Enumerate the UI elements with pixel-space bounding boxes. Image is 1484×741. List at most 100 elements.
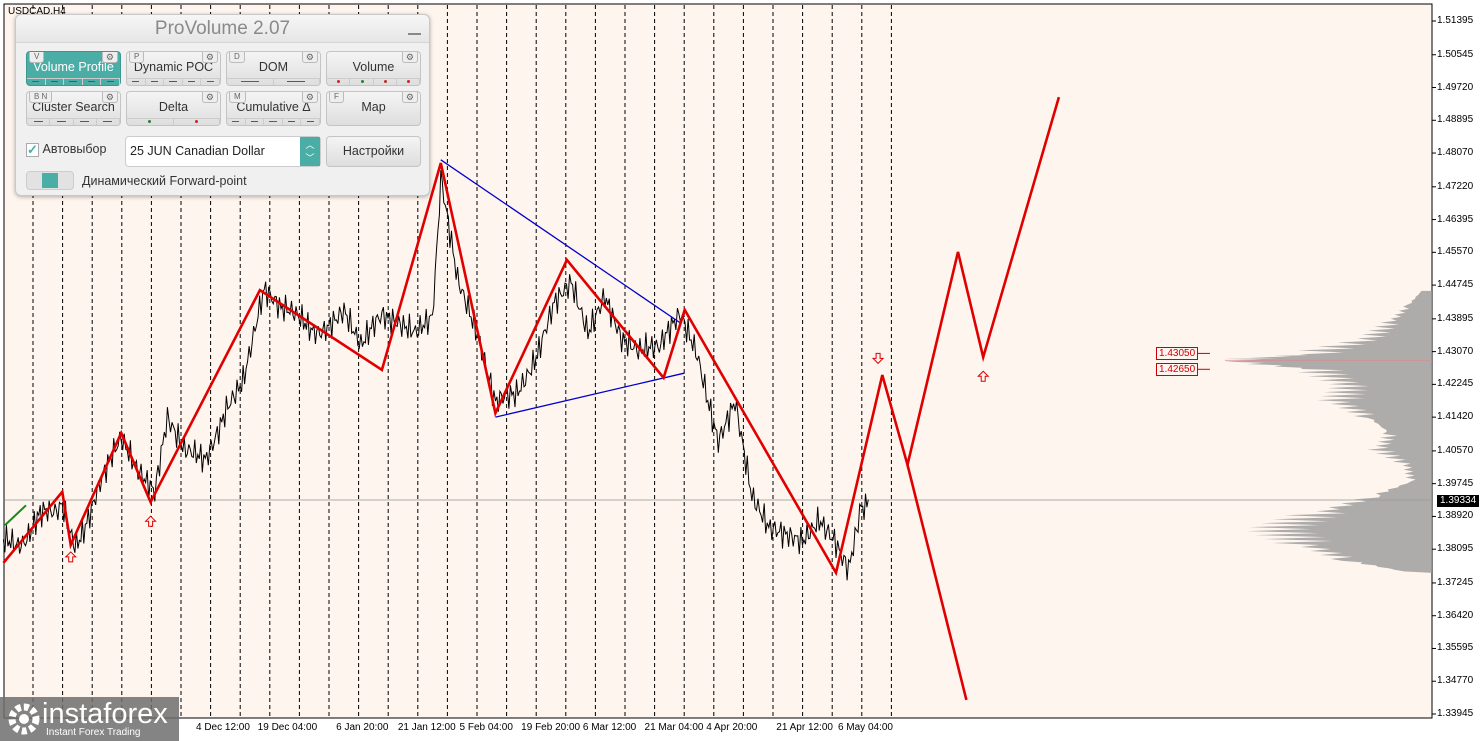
state-indicators bbox=[227, 118, 320, 125]
button-label: Cluster Search bbox=[32, 100, 115, 114]
volume-profile bbox=[1225, 290, 1432, 573]
mode-button-cluster-search[interactable]: B N ⚙ Cluster Search bbox=[26, 91, 121, 126]
button-label: Volume Profile bbox=[33, 60, 114, 74]
y-tick-label: 1.43070 bbox=[1437, 345, 1474, 357]
y-tick-label: 1.46395 bbox=[1437, 213, 1474, 225]
gear-icon[interactable]: ⚙ bbox=[301, 52, 318, 63]
gear-logo-icon bbox=[8, 703, 40, 735]
logo-tagline: Instant Forex Trading bbox=[46, 727, 141, 738]
arrow-up-icon bbox=[977, 370, 990, 382]
gear-icon[interactable]: ⚙ bbox=[101, 92, 118, 103]
state-indicators bbox=[27, 118, 120, 125]
y-tick-label: 1.38920 bbox=[1437, 510, 1474, 522]
x-tick-label: 21 Jan 12:00 bbox=[397, 722, 456, 733]
mode-button-map[interactable]: F ⚙ Map bbox=[326, 91, 421, 126]
provolume-panel: ProVolume 2.07 V ⚙ Volume Profile P ⚙ Dynamic… bbox=[15, 14, 430, 196]
button-label: Cumulative Δ bbox=[236, 100, 311, 114]
hotkey-badge: V bbox=[29, 52, 45, 63]
autoselect-checkbox[interactable]: ✓ Автовыбор bbox=[26, 142, 106, 157]
y-tick-label: 1.43895 bbox=[1437, 312, 1474, 324]
mode-button-volume-profile[interactable]: V ⚙ Volume Profile bbox=[26, 51, 121, 86]
y-tick-label: 1.36420 bbox=[1437, 609, 1474, 621]
zigzag-alt-branch bbox=[906, 464, 968, 701]
state-indicators bbox=[27, 78, 120, 85]
arrow-down-icon bbox=[871, 352, 885, 365]
y-tick-label: 1.33945 bbox=[1437, 708, 1474, 719]
x-tick-label: 6 Jan 20:00 bbox=[336, 722, 389, 733]
button-label: Volume bbox=[352, 60, 395, 74]
hotkey-badge: B N bbox=[29, 92, 53, 103]
y-tick-label: 1.49720 bbox=[1437, 81, 1474, 93]
instaforex-watermark: instaforex Instant Forex Trading bbox=[0, 697, 179, 741]
mode-button-volume[interactable]: ⚙ Volume bbox=[326, 51, 421, 86]
panel-title: ProVolume 2.07 bbox=[16, 15, 429, 43]
x-tick-label: 21 Mar 04:00 bbox=[644, 722, 704, 733]
state-indicators bbox=[127, 78, 220, 85]
x-tick-label: 5 Feb 04:00 bbox=[459, 722, 513, 733]
chart-symbol-title: USDCAD,H4 bbox=[8, 6, 66, 17]
gear-icon[interactable]: ⚙ bbox=[301, 92, 318, 103]
checkmark-icon: ✓ bbox=[26, 141, 39, 157]
y-tick-label: 1.38095 bbox=[1437, 543, 1474, 555]
logo-name: instaforex bbox=[42, 698, 168, 730]
mode-button-dom[interactable]: D ⚙ DOM bbox=[226, 51, 321, 86]
gear-icon[interactable]: ⚙ bbox=[401, 52, 418, 63]
button-label: DOM bbox=[258, 60, 289, 74]
y-tick-label: 1.42245 bbox=[1437, 378, 1474, 390]
y-tick-label: 1.37245 bbox=[1437, 576, 1474, 588]
instrument-select[interactable]: 25 JUN Canadian Dollar ︿ ﹀ bbox=[125, 136, 321, 167]
instrument-value: 25 JUN Canadian Dollar bbox=[130, 144, 265, 158]
y-tick-label: 1.40570 bbox=[1437, 444, 1474, 456]
x-tick-label: 6 May 04:00 bbox=[837, 722, 893, 733]
autoselect-label: Автовыбор bbox=[42, 142, 107, 156]
gear-icon[interactable]: ⚙ bbox=[201, 92, 218, 103]
price-series bbox=[2, 170, 869, 581]
x-tick-label: 21 Apr 12:00 bbox=[776, 722, 833, 733]
mode-button-dynamic-poc[interactable]: P ⚙ Dynamic POC bbox=[126, 51, 221, 86]
mode-button-delta[interactable]: ⚙ Delta bbox=[126, 91, 221, 126]
y-tick-label: 1.34770 bbox=[1437, 675, 1474, 687]
y-tick-label: 1.35595 bbox=[1437, 642, 1474, 654]
moving-average-segment bbox=[4, 504, 27, 526]
triangle-trendline bbox=[440, 159, 681, 324]
arrow-up-icon bbox=[144, 515, 157, 527]
minimize-icon[interactable] bbox=[408, 23, 421, 35]
y-tick-label: 1.45570 bbox=[1437, 246, 1474, 258]
level-label: 1.43050 bbox=[1156, 347, 1199, 360]
current-price-label: 1.39334 bbox=[1437, 495, 1480, 507]
zigzag-forecast bbox=[2, 96, 1061, 577]
button-label: Dynamic POC bbox=[133, 60, 214, 74]
button-label: Map bbox=[361, 100, 386, 114]
y-tick-label: 1.44745 bbox=[1437, 279, 1474, 291]
forward-point-label: Динамический Forward-point bbox=[82, 174, 247, 188]
button-label: Delta bbox=[158, 100, 189, 114]
y-tick-label: 1.51395 bbox=[1437, 15, 1474, 26]
forward-point-toggle[interactable] bbox=[26, 171, 74, 190]
y-tick-label: 1.39745 bbox=[1437, 477, 1474, 489]
gear-icon[interactable]: ⚙ bbox=[201, 52, 218, 63]
y-tick-label: 1.48895 bbox=[1437, 114, 1474, 126]
spinner-arrows-icon[interactable]: ︿ ﹀ bbox=[300, 137, 320, 166]
x-tick-label: 19 Feb 20:00 bbox=[521, 722, 581, 733]
state-indicators bbox=[127, 118, 220, 125]
y-tick-label: 1.50545 bbox=[1437, 48, 1474, 60]
x-tick-label: 19 Dec 04:00 bbox=[257, 722, 318, 733]
arrow-up-icon bbox=[64, 551, 77, 563]
y-tick-label: 1.48070 bbox=[1437, 147, 1474, 159]
hotkey-badge: P bbox=[129, 52, 145, 63]
x-tick-label: 6 Mar 12:00 bbox=[582, 722, 637, 733]
level-label: 1.42650 bbox=[1156, 363, 1199, 376]
x-tick-label: 4 Dec 12:00 bbox=[196, 722, 250, 733]
state-indicators bbox=[227, 78, 320, 85]
x-tick-label: 4 Apr 20:00 bbox=[706, 722, 758, 733]
mode-button-cumulative-[interactable]: M ⚙ Cumulative Δ bbox=[226, 91, 321, 126]
hotkey-badge: F bbox=[329, 92, 344, 103]
gear-icon[interactable]: ⚙ bbox=[401, 92, 418, 103]
hotkey-badge: D bbox=[229, 52, 245, 63]
hotkey-badge: M bbox=[229, 92, 246, 103]
gear-icon[interactable]: ⚙ bbox=[101, 52, 118, 63]
state-indicators bbox=[327, 78, 420, 85]
y-tick-label: 1.41420 bbox=[1437, 411, 1474, 423]
settings-button[interactable]: Настройки bbox=[326, 136, 421, 167]
triangle-trendline bbox=[495, 372, 685, 418]
